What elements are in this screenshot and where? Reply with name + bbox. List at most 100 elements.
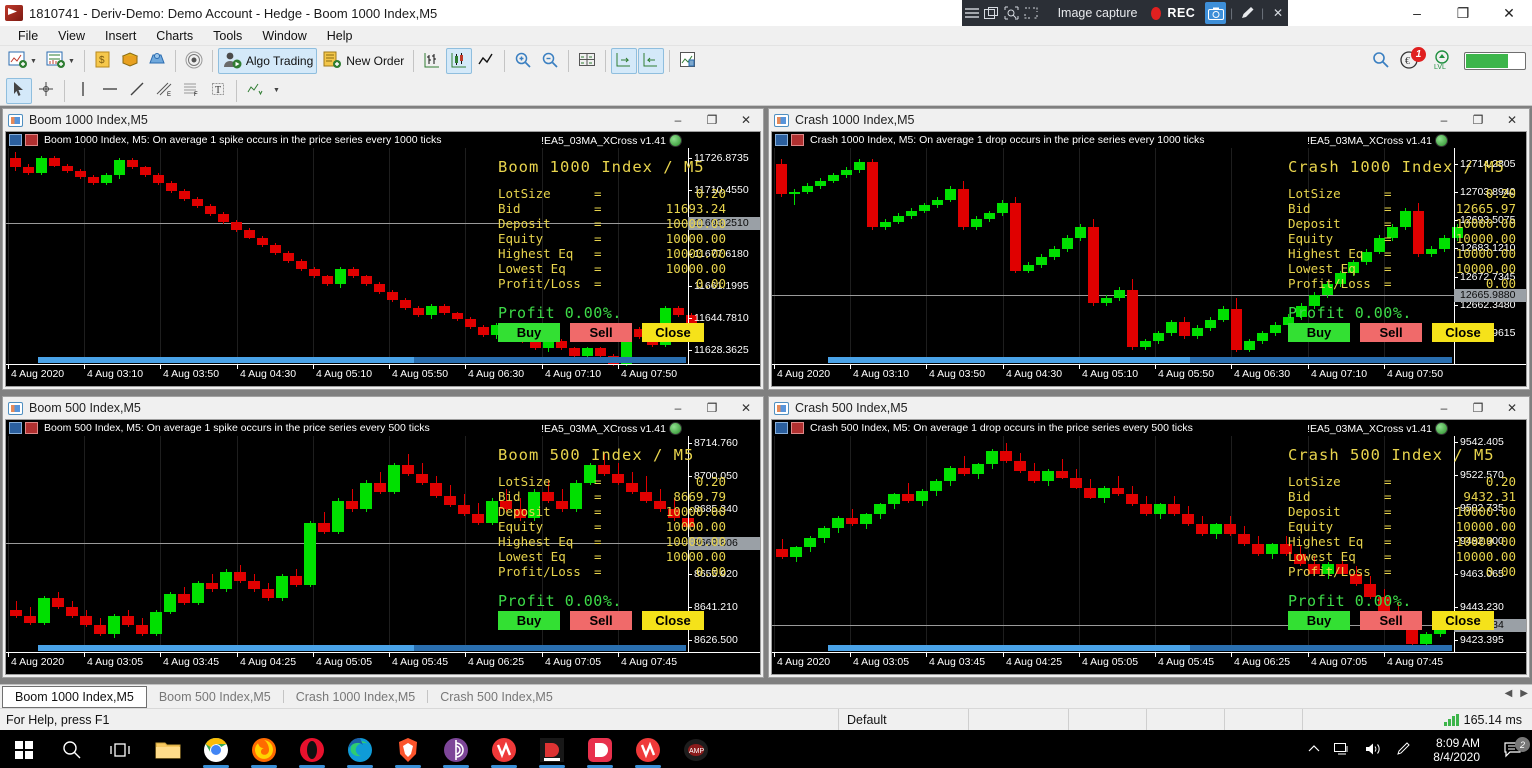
- file-explorer-icon[interactable]: [144, 730, 192, 768]
- auto-scroll-button[interactable]: [611, 48, 638, 74]
- tor-browser-icon[interactable]: [432, 730, 480, 768]
- pen-tray-icon[interactable]: [1389, 741, 1419, 759]
- price-axis[interactable]: 11726.8735 11710.4550 11677.6180 11661.1995…: [688, 148, 760, 364]
- new-order-button[interactable]: New Order: [318, 48, 408, 74]
- chart-window-1[interactable]: Boom 1000 Index,M5 – ❐ ✕ Boom 1000 Index…: [2, 108, 764, 390]
- hamburger-icon[interactable]: [962, 0, 982, 26]
- chevron-up-icon[interactable]: [1301, 743, 1327, 757]
- chart-tab-3[interactable]: Crash 1000 Index,M5: [295, 689, 416, 704]
- chart-minimize-button[interactable]: –: [674, 113, 682, 127]
- level-up-icon[interactable]: LVL: [1430, 49, 1454, 73]
- chart-maximize-button[interactable]: ❐: [706, 113, 718, 127]
- new-chart-button[interactable]: ▼: [4, 48, 41, 74]
- line-chart-button[interactable]: [473, 48, 499, 74]
- opera-icon[interactable]: [288, 730, 336, 768]
- chevron-down-icon[interactable]: ▼: [30, 57, 37, 65]
- freeform-capture-icon[interactable]: [1022, 0, 1042, 26]
- window-capture-icon[interactable]: [982, 0, 1002, 26]
- chart-tab-1[interactable]: Boom 1000 Index,M5: [2, 686, 147, 708]
- buy-button[interactable]: Buy: [498, 611, 560, 630]
- text-tool[interactable]: T: [205, 78, 231, 104]
- sell-button[interactable]: Sell: [1360, 611, 1422, 630]
- chart-canvas[interactable]: Crash 1000 Index, M5: On average 1 drop …: [771, 131, 1527, 387]
- brave-browser-icon[interactable]: [384, 730, 432, 768]
- buy-button[interactable]: Buy: [1288, 323, 1350, 342]
- chart-canvas[interactable]: Boom 1000 Index, M5: On average 1 spike …: [5, 131, 761, 387]
- trendline-tool[interactable]: [124, 78, 150, 104]
- chart-tab-4[interactable]: Crash 500 Index,M5: [440, 689, 553, 704]
- chart-maximize-button[interactable]: ❐: [1472, 401, 1484, 415]
- buy-button[interactable]: Buy: [1288, 611, 1350, 630]
- fibonacci-tool[interactable]: F: [178, 78, 204, 104]
- chart-minimize-button[interactable]: –: [1440, 113, 1448, 127]
- metatrader-deriv-icon[interactable]: [528, 730, 576, 768]
- chart-window-4[interactable]: Crash 500 Index,M5 – ❐ ✕ Crash 500 Index…: [768, 396, 1530, 678]
- chart-minimize-button[interactable]: –: [674, 401, 682, 415]
- chart-scroll-strip[interactable]: [828, 357, 1452, 363]
- task-view-icon[interactable]: [96, 730, 144, 768]
- algo-trading-button[interactable]: Algo Trading: [217, 48, 318, 74]
- menu-help[interactable]: Help: [326, 28, 353, 43]
- chart-scroll-strip[interactable]: [38, 645, 686, 651]
- camera-icon[interactable]: [1205, 2, 1226, 24]
- chart-minimize-button[interactable]: –: [1440, 401, 1448, 415]
- horizontal-line-tool[interactable]: [97, 78, 123, 104]
- zoom-in-button[interactable]: [510, 48, 536, 74]
- cursor-tool[interactable]: [6, 77, 32, 104]
- microsoft-edge-icon[interactable]: [336, 730, 384, 768]
- tile-windows-button[interactable]: [574, 48, 600, 74]
- tab-next-button[interactable]: ▶: [1520, 688, 1528, 699]
- sell-button[interactable]: Sell: [1360, 323, 1422, 342]
- search-icon[interactable]: [1372, 51, 1390, 72]
- equidistant-channel-tool[interactable]: E: [151, 78, 177, 104]
- close-position-button[interactable]: Close: [642, 611, 704, 630]
- minimize-button[interactable]: –: [1413, 5, 1421, 21]
- chart-window-3[interactable]: Boom 500 Index,M5 – ❐ ✕ Boom 500 Index, …: [2, 396, 764, 678]
- vertical-line-tool[interactable]: [70, 78, 96, 104]
- menu-file[interactable]: File: [18, 28, 39, 43]
- chart-tab-2[interactable]: Boom 500 Index,M5: [158, 689, 271, 704]
- restore-button[interactable]: ❐: [1456, 4, 1470, 21]
- chart-close-button[interactable]: ✕: [1506, 401, 1518, 415]
- google-chrome-icon[interactable]: [192, 730, 240, 768]
- vivaldi-second-icon[interactable]: [624, 730, 672, 768]
- chart-scroll-strip[interactable]: [828, 645, 1452, 651]
- indicators-button[interactable]: [675, 48, 701, 74]
- chart-scroll-strip[interactable]: [38, 357, 686, 363]
- zoom-out-button[interactable]: [537, 48, 563, 74]
- objects-tool[interactable]: [242, 78, 268, 104]
- price-axis[interactable]: 8714.760 8700.050 8685.340 8655.920 8641.210…: [688, 436, 760, 652]
- chart-close-button[interactable]: ✕: [740, 401, 752, 415]
- strategy-tester-button[interactable]: [181, 48, 207, 74]
- chevron-down-icon[interactable]: ▼: [67, 57, 75, 65]
- menu-view[interactable]: View: [58, 28, 86, 43]
- close-position-button[interactable]: Close: [642, 323, 704, 342]
- menu-insert[interactable]: Insert: [105, 28, 137, 43]
- vivaldi-icon[interactable]: [480, 730, 528, 768]
- navigator-button[interactable]: [144, 48, 170, 74]
- chart-window-2[interactable]: Crash 1000 Index,M5 – ❐ ✕ Crash 1000 Ind…: [768, 108, 1530, 390]
- market-watch-button[interactable]: $: [90, 48, 116, 74]
- mail-icon[interactable]: € 1: [1400, 46, 1426, 72]
- chart-maximize-button[interactable]: ❐: [706, 401, 718, 415]
- firefox-icon[interactable]: [240, 730, 288, 768]
- network-icon[interactable]: [1327, 742, 1358, 759]
- chart-close-button[interactable]: ✕: [1506, 113, 1518, 127]
- crosshair-tool[interactable]: [33, 78, 59, 104]
- amp-app-icon[interactable]: AMP: [672, 730, 720, 768]
- deriv-app-icon[interactable]: [576, 730, 624, 768]
- region-capture-icon[interactable]: [1002, 0, 1022, 26]
- chevron-down-icon[interactable]: ▼: [273, 87, 280, 94]
- close-button[interactable]: ✕: [1503, 4, 1515, 21]
- bar-chart-button[interactable]: [419, 48, 445, 74]
- menu-charts[interactable]: Charts: [156, 28, 194, 43]
- candlestick-chart-button[interactable]: [446, 48, 473, 74]
- taskbar-clock[interactable]: 8:09 AM 8/4/2020: [1419, 736, 1494, 764]
- menu-window[interactable]: Window: [262, 28, 307, 43]
- sell-button[interactable]: Sell: [570, 323, 632, 342]
- chart-maximize-button[interactable]: ❐: [1472, 113, 1484, 127]
- windows-start-icon[interactable]: [0, 730, 48, 768]
- chart-close-button[interactable]: ✕: [740, 113, 752, 127]
- chart-canvas[interactable]: Boom 500 Index, M5: On average 1 spike o…: [5, 419, 761, 675]
- close-position-button[interactable]: Close: [1432, 323, 1494, 342]
